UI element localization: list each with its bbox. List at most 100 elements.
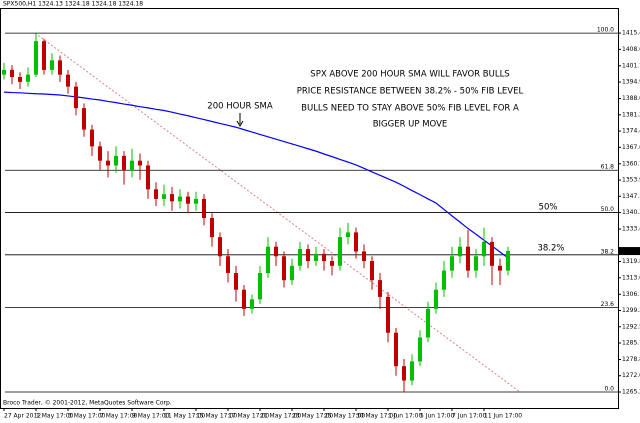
y-tick-label: 1388.00 <box>622 95 640 102</box>
x-tick-label: 27 Apr 2012 <box>4 413 41 420</box>
x-tick-label: 17 May 17:00 <box>228 413 269 420</box>
y-tick-label: 1353.90 <box>622 177 640 184</box>
candle-body <box>34 41 38 75</box>
x-tick-label: 5 Jun 17:00 <box>420 413 454 420</box>
candle-body <box>370 261 374 281</box>
candle-body <box>322 253 326 262</box>
candle-body <box>482 241 486 257</box>
x-tick-label: 1 May 17:00 <box>36 413 74 420</box>
chart-title: SPX500,H1 1324.13 1324.18 1324.18 1324.1… <box>3 1 143 8</box>
candle-body <box>162 194 166 199</box>
candle-body <box>306 249 310 262</box>
x-tick-label: 23 May 17:00 <box>292 413 333 420</box>
candle-body <box>194 198 198 204</box>
y-tick-label: 1367.60 <box>622 144 640 151</box>
candle-body <box>354 232 358 252</box>
annotation: 38.2% <box>537 244 564 254</box>
candle-body <box>122 155 126 171</box>
candle-body <box>330 261 334 266</box>
candle-body <box>74 86 78 109</box>
x-tick-label: 7 May 17:00 <box>100 413 138 420</box>
candle-body <box>82 108 86 130</box>
annotation: BIGGER UP MOVE <box>373 120 448 130</box>
candle-body <box>386 296 390 333</box>
candle-body <box>154 189 158 199</box>
x-tick-label: 11 May 17:00 <box>164 413 205 420</box>
candle-body <box>50 60 54 70</box>
candle-body <box>402 366 406 381</box>
fib-label: 38.2 <box>601 248 615 255</box>
candle-body <box>266 246 270 273</box>
candle-body <box>410 361 414 381</box>
x-tick-label: 30 May 17:00 <box>356 413 397 420</box>
candle-body <box>466 246 470 271</box>
candle-body <box>202 198 206 219</box>
candle-body <box>18 77 22 82</box>
x-tick-label: 21 May 17:00 <box>260 413 301 420</box>
candle-body <box>242 289 246 309</box>
candle-body <box>146 165 150 190</box>
y-tick-label: 1292.50 <box>622 323 640 330</box>
candle-body <box>42 41 46 70</box>
annotations: SPX ABOVE 200 HOUR SMA WILL FAVOR BULLS … <box>207 70 564 254</box>
y-tick-label: 1347.10 <box>622 193 640 200</box>
candle-body <box>506 251 510 271</box>
candle-body <box>250 299 254 309</box>
candle-body <box>98 146 102 161</box>
candle-body <box>458 246 462 257</box>
candle-body <box>226 256 230 273</box>
x-tick-label: 25 May 17:00 <box>324 413 365 420</box>
candle-body <box>346 232 350 238</box>
candle-body <box>138 160 142 166</box>
footer: Broco Trader, © 2001-2012, MetaQuotes So… <box>3 400 172 407</box>
candle-body <box>498 265 502 271</box>
candle-body <box>210 218 214 238</box>
y-tick-label: 1394.90 <box>622 79 640 86</box>
candle-body <box>442 270 446 290</box>
fib-label: 50.0 <box>601 206 615 213</box>
annotation: BULLS NEED TO STAY ABOVE 50% FIB LEVEL F… <box>301 104 519 114</box>
x-tick-label: 9 May 17:00 <box>132 413 170 420</box>
arrow <box>236 113 244 127</box>
candle-body <box>290 265 294 281</box>
candle-body <box>338 237 342 266</box>
fib-label: 100.0 <box>597 27 614 34</box>
candle-body <box>234 272 238 290</box>
y-tick-label: 1285.70 <box>622 340 640 347</box>
candle-body <box>378 280 382 297</box>
candle-body <box>170 194 174 202</box>
candle-body <box>2 69 6 75</box>
y-tick-label: 1408.60 <box>622 46 640 53</box>
candle-body <box>450 256 454 271</box>
candle-body <box>106 160 110 166</box>
y-tick-label: 1272.00 <box>622 372 640 379</box>
candle-body <box>114 155 118 166</box>
y-tick-label: 1333.40 <box>622 226 640 233</box>
x-tick-label: 15 May 17:00 <box>196 413 237 420</box>
y-tick-label: 1360.70 <box>622 160 640 167</box>
sma-line <box>3 91 509 259</box>
y-tick-label: 1374.40 <box>622 128 640 135</box>
plot-frame <box>0 8 619 409</box>
candle-body <box>178 196 182 202</box>
y-tick-label: 1313.00 <box>622 274 640 281</box>
x-tick-label: 3 May 17:00 <box>68 413 106 420</box>
candle-body <box>474 256 478 271</box>
price-box-label: 1324.18 <box>621 248 640 255</box>
y-tick-label: 1401.70 <box>622 62 640 69</box>
candle-body <box>258 272 262 300</box>
candle-body <box>90 129 94 147</box>
fib-label: 0.0 <box>604 385 614 392</box>
annotation: 50% <box>539 203 558 213</box>
y-tick-label: 1278.80 <box>622 356 640 363</box>
price-box <box>619 247 640 256</box>
y-tick-label: 1265.20 <box>622 388 640 395</box>
y-tick-label: 1306.10 <box>622 291 640 298</box>
candle-body <box>186 196 190 204</box>
candle-body <box>130 160 134 171</box>
annotation: 200 HOUR SMA <box>207 102 273 112</box>
x-tick-label: 1 Jun 17:00 <box>388 413 422 420</box>
candle-body <box>314 253 318 262</box>
candle-body <box>26 74 30 82</box>
